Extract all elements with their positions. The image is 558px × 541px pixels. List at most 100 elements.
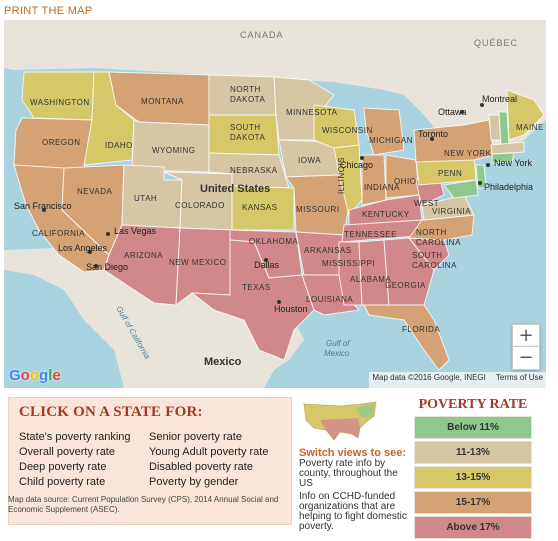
label-tennessee: TENNESSEE xyxy=(344,230,397,239)
option-deep-poverty[interactable]: Deep poverty rate xyxy=(19,461,107,473)
label-nebraska: NEBRASKA xyxy=(230,166,278,175)
label-virginia: VIRGINIA xyxy=(432,207,471,216)
state-connecticut[interactable] xyxy=(491,152,515,164)
data-source-note: Map data source: Current Population Surv… xyxy=(8,495,279,514)
state-maine[interactable] xyxy=(506,89,545,141)
click-state-options: State's poverty ranking Senior poverty r… xyxy=(19,430,289,489)
option-state-ranking[interactable]: State's poverty ranking xyxy=(19,431,131,443)
state-texas[interactable] xyxy=(190,239,315,361)
state-maryland[interactable] xyxy=(443,179,479,199)
label-florida: FLORIDA xyxy=(402,325,440,334)
city-dot-montreal xyxy=(480,103,484,107)
city-dot-san-diego xyxy=(94,264,98,268)
map-data-credit: Map data ©2016 Google, INEGI xyxy=(372,373,486,382)
county-view-thumbnail[interactable] xyxy=(300,398,380,444)
state-new-hampshire[interactable] xyxy=(498,111,510,146)
label-washington: WASHINGTON xyxy=(30,98,90,107)
label-united-states: United States xyxy=(200,183,270,195)
label-south-carolina-2: CAROLINA xyxy=(412,261,457,270)
city-dot-new-york xyxy=(486,163,490,167)
click-state-panel: CLICK ON A STATE FOR: State's poverty ra… xyxy=(8,397,292,525)
label-maine: MAINE xyxy=(516,123,544,132)
option-poverty-by-gender[interactable]: Poverty by gender xyxy=(149,476,239,488)
label-gulf-of-mexico-1: Gulf of xyxy=(326,339,350,348)
state-illinois[interactable] xyxy=(333,144,363,217)
city-dot-ottawa xyxy=(460,110,464,114)
label-utah: UTAH xyxy=(134,194,157,203)
google-logo-letter: o xyxy=(29,367,40,384)
click-state-title: CLICK ON A STATE FOR: xyxy=(19,404,203,420)
option-child-poverty[interactable]: Child poverty rate xyxy=(19,476,106,488)
label-dallas: Dallas xyxy=(254,260,280,270)
terms-of-use-link[interactable]: Terms of Use xyxy=(495,373,543,382)
label-oregon: OREGON xyxy=(42,138,81,147)
google-logo-letter: e xyxy=(52,367,61,384)
label-kansas: KANSAS xyxy=(242,203,277,212)
state-florida[interactable] xyxy=(363,304,450,371)
state-wyoming[interactable] xyxy=(131,119,210,173)
label-north-dakota-2: DAKOTA xyxy=(230,95,265,104)
label-quebec: QUÉBEC xyxy=(474,38,518,48)
state-kansas[interactable] xyxy=(231,185,295,231)
city-dot-san-francisco xyxy=(42,208,46,212)
legend-title: POVERTY RATE xyxy=(418,397,528,412)
label-illinois: ILLINOIS xyxy=(337,157,346,194)
legend-13-15: 13-15% xyxy=(414,466,532,489)
label-arkansas: ARKANSAS xyxy=(304,246,352,255)
state-massachusetts[interactable] xyxy=(490,141,525,155)
label-canada: CANADA xyxy=(240,30,284,40)
state-mississippi[interactable] xyxy=(338,241,363,306)
state-virginia[interactable] xyxy=(421,194,475,221)
label-idaho: IDAHO xyxy=(105,141,133,150)
switch-views-title: Switch views to see: xyxy=(299,447,406,459)
city-dot-houston xyxy=(277,300,281,304)
mini-map-south xyxy=(320,418,360,440)
google-logo-letter: g xyxy=(39,367,49,384)
label-louisiana: LOUISIANA xyxy=(306,295,353,304)
city-dot-los-angeles xyxy=(88,250,92,254)
land-canada xyxy=(4,20,546,150)
map-canvas[interactable]: CANADA QUÉBEC WASHINGTON MONTANA NORTH D… xyxy=(4,20,546,388)
label-indiana: INDIANA xyxy=(364,183,400,192)
option-young-adult-poverty[interactable]: Young Adult poverty rate xyxy=(149,446,269,458)
label-arizona: ARIZONA xyxy=(124,251,163,260)
land-mexico xyxy=(4,246,304,388)
city-dot-chicago xyxy=(360,156,364,160)
county-view-link[interactable]: Poverty rate info by county, throughout … xyxy=(299,458,398,489)
legend-below-11: Below 11% xyxy=(414,416,532,439)
option-senior-poverty[interactable]: Senior poverty rate xyxy=(149,431,242,443)
label-texas: TEXAS xyxy=(242,283,271,292)
poverty-map[interactable]: CANADA QUÉBEC WASHINGTON MONTANA NORTH D… xyxy=(4,20,546,388)
label-ottawa: Ottawa xyxy=(438,107,467,117)
label-new-york-city: New York xyxy=(494,158,533,168)
city-dot-philadelphia xyxy=(478,181,482,185)
print-map-link[interactable]: PRINT THE MAP xyxy=(4,5,93,17)
label-iowa: IOWA xyxy=(298,156,321,165)
label-chicago: Chicago xyxy=(340,160,373,170)
google-logo: Google xyxy=(9,367,61,384)
google-logo-letter: G xyxy=(9,367,21,384)
option-overall-poverty[interactable]: Overall poverty rate xyxy=(19,446,115,458)
label-toronto: Toronto xyxy=(418,129,448,139)
legend-above-17: Above 17% xyxy=(414,516,532,539)
zoom-out-button[interactable]: − xyxy=(512,346,540,370)
label-minnesota: MINNESOTA xyxy=(286,108,338,117)
label-nevada: NEVADA xyxy=(77,187,112,196)
label-penn: PENN xyxy=(438,169,462,178)
label-north-carolina-1: NORTH xyxy=(416,228,447,237)
cchd-organizations-link[interactable]: Info on CCHD-funded organizations that a… xyxy=(299,491,407,532)
state-washington[interactable] xyxy=(21,71,95,121)
zoom-in-button[interactable]: + xyxy=(512,324,540,348)
state-kentucky[interactable] xyxy=(348,194,423,226)
state-michigan[interactable] xyxy=(363,107,405,156)
label-wyoming: WYOMING xyxy=(152,146,196,155)
lake-michigan xyxy=(357,110,367,150)
label-west-virginia: WEST xyxy=(414,199,439,208)
label-ohio: OHIO xyxy=(394,177,416,186)
map-attribution: Map data ©2016 Google, INEGI Terms of Us… xyxy=(369,372,546,388)
label-oklahoma: OKLAHOMA xyxy=(249,237,299,246)
label-colorado: COLORADO xyxy=(175,201,225,210)
legend-11-13: 11-13% xyxy=(414,441,532,464)
label-new-york: NEW YORK xyxy=(444,149,492,158)
option-disabled-poverty[interactable]: Disabled poverty rate xyxy=(149,461,253,473)
